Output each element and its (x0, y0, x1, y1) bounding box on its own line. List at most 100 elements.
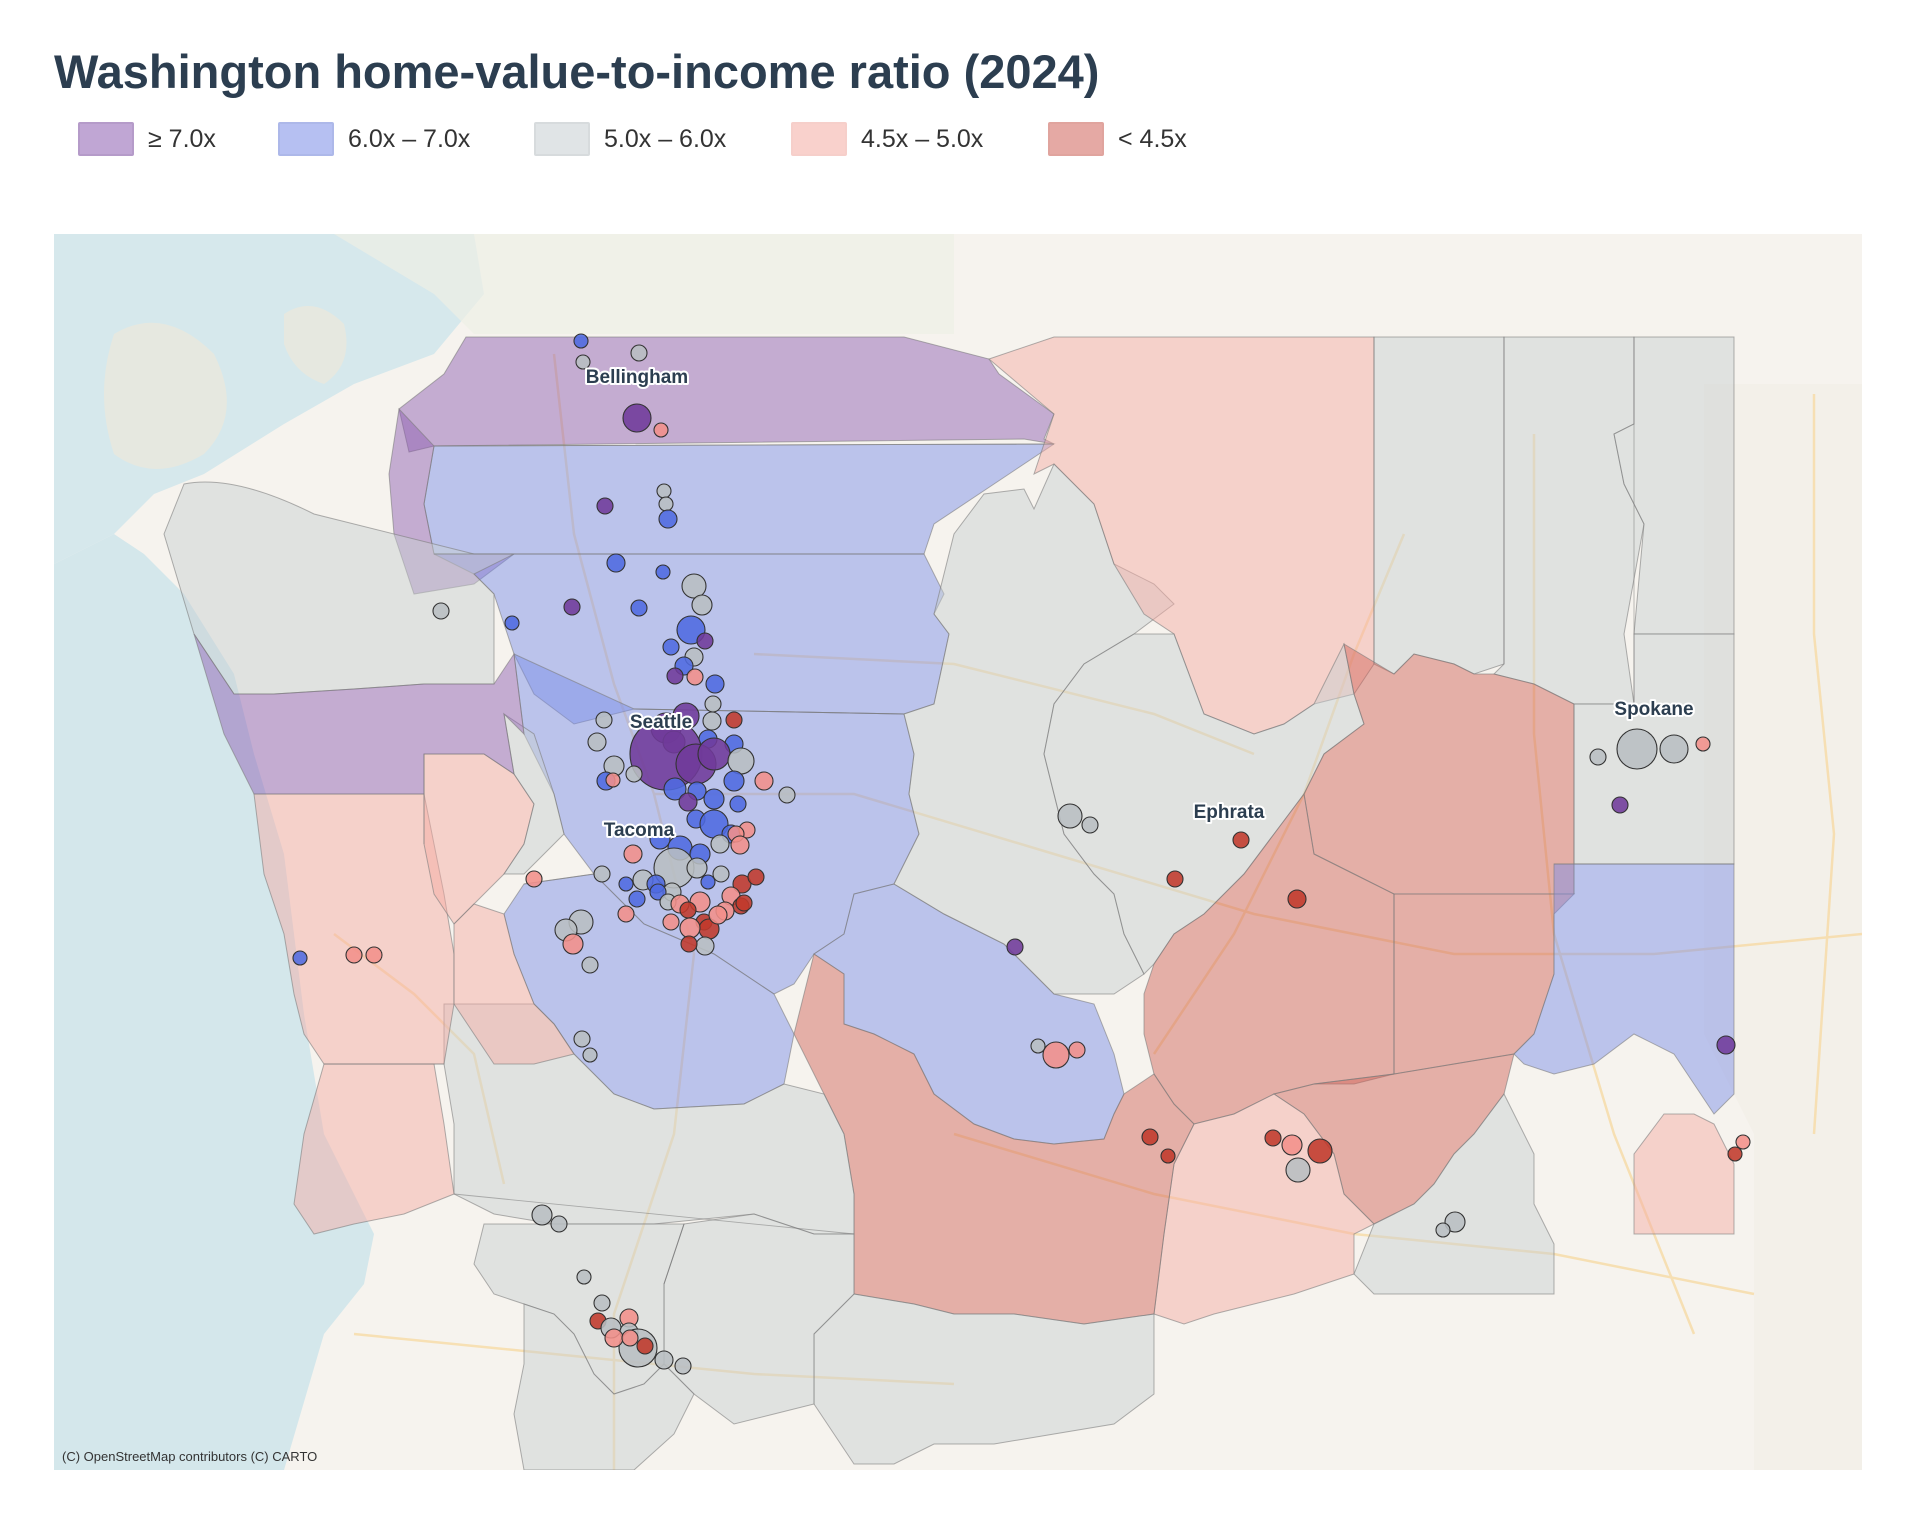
map-marker[interactable] (732, 874, 752, 894)
map-marker[interactable] (623, 844, 643, 864)
map-marker[interactable] (587, 732, 607, 752)
map-marker[interactable] (754, 771, 774, 791)
map-marker[interactable] (1727, 1146, 1743, 1162)
map-marker[interactable] (582, 1047, 598, 1063)
map-marker[interactable] (1232, 831, 1250, 849)
map-marker[interactable] (695, 936, 715, 956)
map-marker[interactable] (1166, 870, 1184, 888)
map-marker[interactable] (654, 1350, 674, 1370)
map-canvas[interactable]: Bellingham Seattle Tacoma Ephrata Spokan… (54, 234, 1862, 1470)
map-marker[interactable] (621, 1329, 639, 1347)
map-marker[interactable] (658, 496, 674, 512)
map-marker[interactable] (292, 950, 308, 966)
map-marker[interactable] (1081, 816, 1099, 834)
map-marker[interactable] (630, 344, 648, 362)
map-marker[interactable] (703, 788, 725, 810)
map-marker[interactable] (576, 1269, 592, 1285)
legend-item-under-4-5[interactable]: < 4.5x (1048, 120, 1187, 158)
county-thurston[interactable] (453, 903, 575, 1065)
map-marker[interactable] (504, 615, 520, 631)
map-marker[interactable] (1160, 1148, 1176, 1164)
map-marker[interactable] (593, 1294, 611, 1312)
map-marker[interactable] (1141, 1128, 1159, 1146)
map-marker[interactable] (1616, 728, 1658, 770)
map-marker[interactable] (563, 598, 581, 616)
map-marker[interactable] (636, 1337, 654, 1355)
map-marker[interactable] (531, 1204, 553, 1226)
county-walla-walla-columbia[interactable] (1353, 1093, 1555, 1295)
county-clark[interactable] (513, 1303, 695, 1470)
map-marker[interactable] (625, 765, 643, 783)
map-marker[interactable] (679, 901, 697, 919)
legend-item-7-plus[interactable]: ≥ 7.0x (78, 120, 216, 158)
county-stevens[interactable] (1493, 336, 1645, 705)
map-marker[interactable] (628, 890, 646, 908)
map-marker[interactable] (723, 770, 745, 792)
map-marker[interactable] (662, 913, 680, 931)
map-marker[interactable] (730, 835, 750, 855)
map-marker[interactable] (662, 638, 680, 656)
map-marker[interactable] (630, 599, 648, 617)
county-whitman[interactable] (1513, 863, 1735, 1115)
map-marker[interactable] (575, 354, 591, 370)
map-marker[interactable] (708, 905, 728, 925)
map-marker[interactable] (1611, 796, 1629, 814)
map-marker[interactable] (573, 333, 589, 349)
map-marker[interactable] (658, 509, 678, 529)
map-marker[interactable] (618, 876, 634, 892)
map-marker[interactable] (593, 865, 611, 883)
map-marker[interactable] (581, 956, 599, 974)
map-marker[interactable] (1735, 1134, 1751, 1150)
county-wahkiakum-pacific[interactable] (293, 1063, 455, 1235)
map-panel[interactable]: Bellingham Seattle Tacoma Ephrata Spokan… (54, 234, 1862, 1470)
map-marker[interactable] (686, 668, 704, 686)
map-marker[interactable] (525, 870, 543, 888)
county-asotin[interactable] (1633, 1113, 1735, 1235)
map-marker[interactable] (681, 573, 707, 599)
county-lewis[interactable] (443, 1003, 855, 1235)
map-marker[interactable] (1435, 1222, 1451, 1238)
map-marker[interactable] (727, 747, 755, 775)
map-marker[interactable] (655, 564, 671, 580)
map-marker[interactable] (617, 905, 635, 923)
map-marker[interactable] (365, 946, 383, 964)
county-jefferson[interactable] (193, 633, 525, 795)
map-marker[interactable] (686, 857, 708, 879)
map-marker[interactable] (679, 917, 701, 939)
map-marker[interactable] (1068, 1041, 1086, 1059)
map-marker[interactable] (1042, 1041, 1070, 1069)
map-marker[interactable] (678, 792, 698, 812)
county-kitsap[interactable] (503, 712, 565, 875)
map-marker[interactable] (1589, 748, 1607, 766)
map-marker[interactable] (649, 828, 671, 850)
map-marker[interactable] (712, 865, 730, 883)
county-pend-oreille[interactable] (1613, 336, 1735, 635)
map-marker[interactable] (729, 795, 747, 813)
county-ferry[interactable] (1373, 336, 1505, 675)
map-marker[interactable] (656, 483, 672, 499)
map-marker[interactable] (606, 553, 626, 573)
map-marker[interactable] (1281, 1134, 1303, 1156)
map-marker[interactable] (432, 602, 450, 620)
map-marker[interactable] (725, 711, 743, 729)
county-island-sanjuan[interactable] (388, 407, 516, 595)
map-marker[interactable] (702, 711, 722, 731)
map-marker[interactable] (747, 868, 765, 886)
map-marker[interactable] (1695, 736, 1711, 752)
map-marker[interactable] (705, 674, 725, 694)
map-marker[interactable] (604, 1328, 624, 1348)
map-marker[interactable] (700, 874, 716, 890)
map-marker[interactable] (345, 946, 363, 964)
map-marker[interactable] (666, 667, 684, 685)
map-marker[interactable] (696, 632, 714, 650)
legend-item-6-7[interactable]: 6.0x – 7.0x (278, 120, 470, 158)
map-marker[interactable] (1716, 1035, 1736, 1055)
map-marker[interactable] (653, 422, 669, 438)
map-marker[interactable] (622, 403, 652, 433)
map-marker[interactable] (1307, 1138, 1333, 1164)
map-marker[interactable] (674, 1357, 692, 1375)
map-marker[interactable] (1006, 938, 1024, 956)
map-marker[interactable] (704, 695, 722, 713)
county-whatcom[interactable] (398, 336, 1055, 453)
map-marker[interactable] (710, 834, 730, 854)
